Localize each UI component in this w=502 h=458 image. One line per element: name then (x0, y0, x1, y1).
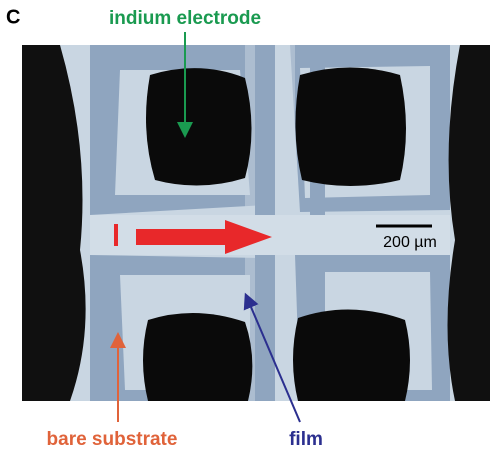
substrate-label: bare substrate (47, 429, 178, 450)
electrode-label: indium electrode (109, 8, 261, 29)
micrograph: 200 µm (22, 45, 490, 401)
film-label: film (289, 429, 323, 450)
panel-label: C (6, 6, 20, 28)
figure-panel: C indium electrode (0, 0, 502, 458)
scale-bar-label: 200 µm (383, 234, 437, 251)
